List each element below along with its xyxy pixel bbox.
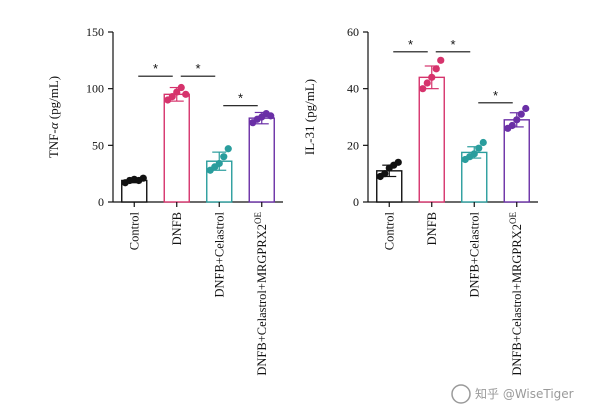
category-label-text: Control [382, 211, 396, 250]
data-point [220, 153, 228, 161]
y-tick-label: 60 [347, 25, 359, 39]
bar [503, 119, 530, 203]
watermark-text: 知乎 @WiseTiger [475, 387, 574, 401]
data-point [513, 116, 521, 124]
category-label: Control [127, 211, 141, 250]
y-tick-label: 100 [86, 82, 104, 96]
data-point [177, 83, 185, 92]
data-point [423, 79, 431, 87]
category-label: DNFB [170, 212, 184, 245]
y-tick-label: 20 [347, 138, 359, 152]
data-point [182, 90, 190, 98]
category-label: DNFB [425, 212, 439, 245]
category-label: Control [382, 211, 396, 250]
watermark-logo [451, 384, 471, 404]
category-label: DNFB+Celastrol+MRGPRX2OE [508, 212, 524, 376]
data-point [173, 88, 181, 96]
il-31-chart: 0 20 40 60 IL-31 (pg/mL) Control DNFB DNFB+Cela… [302, 25, 538, 376]
category-label-text: DNFB+Celastrol+MRGPRX2 [255, 224, 269, 376]
significance-star: * [195, 61, 200, 76]
bar [248, 117, 275, 203]
category-label: DNFB+Celastrol [467, 211, 481, 297]
tnf-alpha-chart: 0 50 100 150 TNF-α (pg/mL) Control DNFB DNFB+Ce… [46, 25, 283, 376]
y-axis-title-part: IL-31 (pg/mL) [302, 79, 317, 155]
category-label: DNFB+Celastrol [212, 211, 226, 297]
data-point [267, 112, 275, 120]
y-axis-title-part: TNF- [46, 129, 61, 158]
y-axis-title: TNF-α (pg/mL) [46, 76, 61, 158]
significance-star: * [238, 91, 243, 106]
category-label-text: DNFB+Celastrol [212, 211, 226, 297]
category-label: DNFB+Celastrol+MRGPRX2OE [253, 212, 269, 376]
watermark: 知乎 @WiseTiger [451, 384, 574, 404]
y-tick-label: 0 [353, 195, 359, 209]
significance-star: * [408, 37, 413, 52]
significance-star: * [493, 88, 498, 103]
category-label-text: Control [127, 211, 141, 250]
data-point [517, 110, 525, 118]
data-point [139, 174, 147, 182]
y-axis-title-part: α [46, 121, 61, 129]
y-tick-label: 150 [86, 25, 104, 39]
category-label-superscript: OE [508, 212, 518, 224]
category-label-superscript: OE [253, 212, 263, 224]
category-label-text: DNFB+Celastrol [467, 211, 481, 297]
data-point [522, 104, 530, 113]
data-point [470, 150, 478, 158]
data-point [224, 145, 232, 153]
significance-star: * [153, 61, 158, 76]
data-point [437, 56, 445, 64]
data-point [475, 144, 483, 152]
category-label-text: DNFB [170, 212, 184, 245]
data-point [419, 85, 427, 93]
significance-star: * [450, 37, 455, 52]
category-label-text: DNFB [425, 212, 439, 245]
data-point [381, 170, 389, 178]
data-point [432, 65, 440, 73]
y-tick-label: 50 [92, 138, 104, 152]
bar [163, 93, 190, 203]
bar [418, 76, 445, 203]
y-axis-title-part: (pg/mL) [46, 76, 61, 123]
y-axis-title: IL-31 (pg/mL) [302, 79, 317, 155]
data-point [508, 121, 516, 130]
y-tick-label: 0 [98, 195, 104, 209]
data-point [394, 158, 402, 166]
data-point [479, 138, 487, 147]
data-point [168, 93, 176, 101]
data-point [215, 159, 223, 168]
category-label-text: DNFB+Celastrol+MRGPRX2 [510, 224, 524, 376]
y-tick-label: 40 [347, 82, 359, 96]
data-point [428, 73, 436, 81]
